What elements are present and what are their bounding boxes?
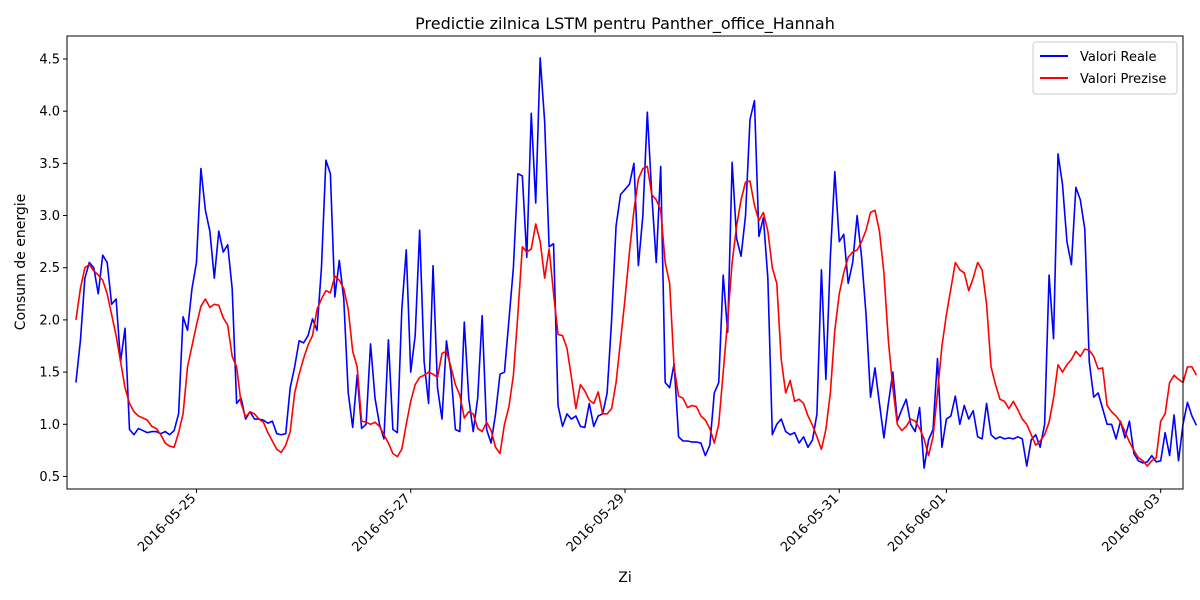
y-tick-label: 4.5 bbox=[39, 52, 60, 67]
y-tick-label: 1.0 bbox=[39, 418, 60, 433]
legend-label-valori-reale: Valori Reale bbox=[1080, 50, 1157, 65]
y-axis-ticks: 0.5 1.0 1.5 2.0 2.5 3.0 3.5 4.0 4.5 bbox=[39, 52, 67, 485]
y-tick-label: 2.0 bbox=[39, 313, 60, 328]
legend-box bbox=[1032, 41, 1178, 95]
plot-area bbox=[75, 57, 1198, 469]
y-tick-label: 3.0 bbox=[39, 209, 60, 224]
chart-title: Predictie zilnica LSTM pentru Panther_of… bbox=[415, 14, 835, 34]
y-tick-label: 1.5 bbox=[39, 366, 60, 381]
y-tick-label: 0.5 bbox=[39, 470, 60, 485]
y-tick-label: 3.5 bbox=[39, 157, 60, 172]
x-axis-label: Zi bbox=[618, 570, 631, 586]
legend-label-valori-prezise: Valori Prezise bbox=[1080, 72, 1166, 87]
series-line-valori-prezise bbox=[75, 165, 1198, 467]
y-axis-label: Consum de energie bbox=[13, 194, 29, 330]
series-line-valori-reale bbox=[75, 57, 1198, 469]
legend: Valori Reale Valori Prezise bbox=[1032, 41, 1178, 95]
y-tick-label: 2.5 bbox=[39, 261, 60, 276]
y-tick-label: 4.0 bbox=[39, 105, 60, 120]
